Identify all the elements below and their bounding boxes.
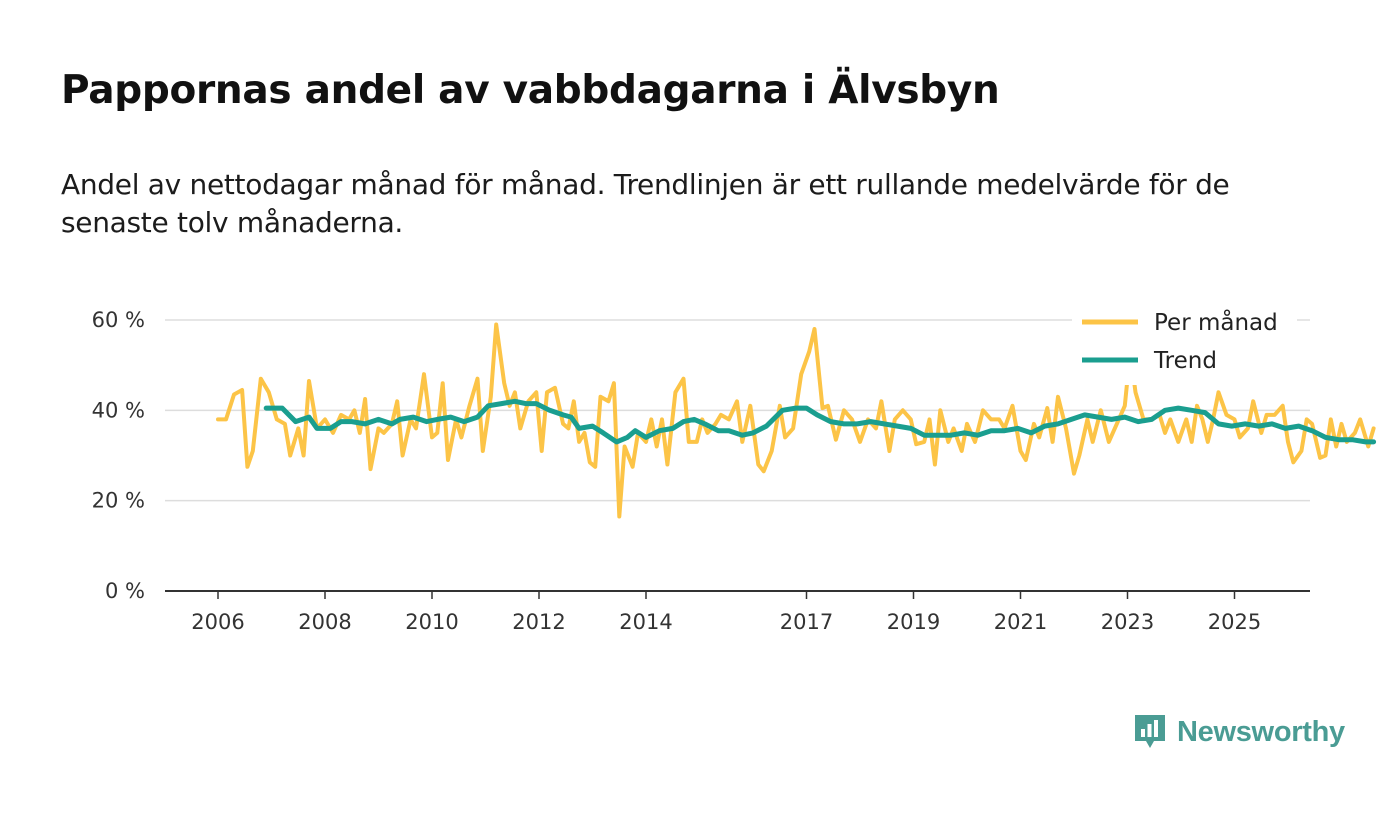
- x-tick-label: 2019: [887, 610, 940, 634]
- x-tick-label: 2023: [1101, 610, 1154, 634]
- y-tick-label: 20 %: [92, 489, 145, 513]
- chart-subtitle: Andel av nettodagar månad för månad. Tre…: [61, 168, 1230, 239]
- y-tick-label: 40 %: [92, 398, 145, 422]
- x-tick-label: 2010: [405, 610, 458, 634]
- legend-label: Per månad: [1154, 308, 1278, 336]
- x-axis-ticks: 2006 2008 2010 2012 2014 2017 2019 2021 2023 2025: [191, 591, 1261, 634]
- x-tick-label: 2008: [298, 610, 351, 634]
- x-tick-label: 2006: [191, 610, 244, 634]
- legend-label: Trend: [1153, 348, 1217, 374]
- chart-title: Pappornas andel av vabbdagarna i Älvsbyn: [61, 68, 1000, 113]
- series-lines: [216, 322, 1377, 519]
- newsworthy-logo-icon: [1135, 715, 1165, 748]
- series-line-trend: [263, 398, 1377, 445]
- legend: Per månad Trend: [1072, 300, 1297, 385]
- x-tick-label: 2025: [1208, 610, 1261, 634]
- y-tick-label: 0 %: [105, 579, 145, 603]
- y-axis-ticks: 0 % 20 % 40 % 60 %: [92, 308, 145, 603]
- brand-logo: Newsworthy: [1133, 713, 1345, 751]
- x-tick-label: 2014: [619, 610, 672, 634]
- x-tick-label: 2017: [780, 610, 833, 634]
- x-tick-label: 2012: [512, 610, 565, 634]
- legend-background: [1072, 300, 1297, 385]
- x-tick-label: 2021: [994, 610, 1047, 634]
- brand-name: Newsworthy: [1177, 715, 1345, 748]
- series-line-per-manad: [216, 322, 1376, 519]
- y-tick-label: 60 %: [92, 308, 145, 332]
